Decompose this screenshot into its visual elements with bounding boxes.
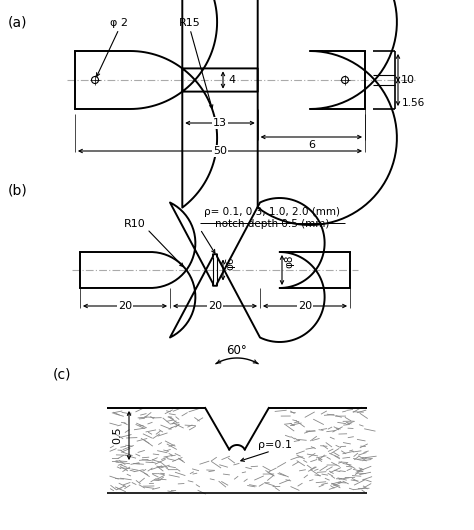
Text: notch depth 0.5 (mm): notch depth 0.5 (mm) — [215, 219, 329, 229]
Text: 50: 50 — [213, 146, 227, 156]
Text: φ8: φ8 — [284, 254, 294, 268]
Text: ρ= 0.1, 0.3, 1.0, 2.0 (mm): ρ= 0.1, 0.3, 1.0, 2.0 (mm) — [204, 207, 340, 217]
Text: φ 2: φ 2 — [110, 18, 128, 28]
Text: R10: R10 — [124, 219, 146, 229]
Text: 13: 13 — [213, 118, 227, 128]
Text: 20: 20 — [118, 301, 132, 311]
Text: 20: 20 — [298, 301, 312, 311]
Text: φ6: φ6 — [225, 257, 235, 270]
Text: R15: R15 — [179, 18, 201, 28]
Text: 1.56: 1.56 — [401, 98, 425, 108]
Text: 20: 20 — [208, 301, 222, 311]
Text: ρ=0.1: ρ=0.1 — [258, 440, 292, 450]
Text: (c): (c) — [53, 368, 71, 382]
Text: 6: 6 — [308, 140, 315, 150]
Text: 4: 4 — [228, 75, 236, 85]
Text: 10: 10 — [401, 75, 415, 85]
Text: 0.5: 0.5 — [112, 427, 122, 444]
Text: (b): (b) — [8, 183, 28, 197]
Text: (a): (a) — [8, 15, 28, 29]
Text: 60°: 60° — [227, 343, 247, 357]
